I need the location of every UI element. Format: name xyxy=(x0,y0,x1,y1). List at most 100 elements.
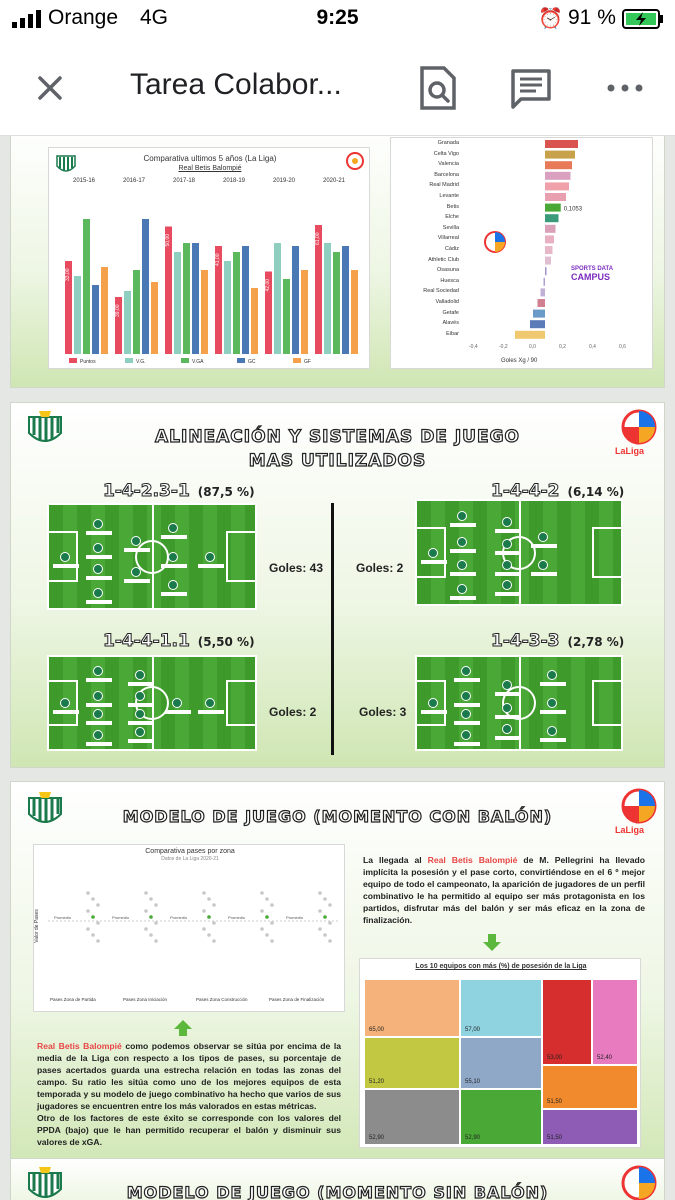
treemap-cell: 52,40 xyxy=(592,979,638,1065)
xg-bar xyxy=(533,309,545,318)
carrier-label: Orange xyxy=(48,6,119,29)
more-options-icon[interactable] xyxy=(605,76,645,100)
bar xyxy=(174,252,181,354)
bar-data-label: 33,00 xyxy=(65,268,71,281)
pitch-formation-4 xyxy=(415,655,623,751)
legend-item: GF xyxy=(293,358,311,365)
legend-item: V.GA xyxy=(181,358,204,365)
scatter-point xyxy=(86,927,90,931)
comment-icon[interactable] xyxy=(510,68,552,110)
bar-chart-legend: Puntos V.G. V.GA GC GF xyxy=(69,358,369,368)
scatter-point xyxy=(328,939,332,943)
bar-data-label: 61,00 xyxy=(315,232,321,245)
bar-data-label: 50,00 xyxy=(165,234,171,247)
document-viewer[interactable]: Comparativa ultimos 5 años (La Liga) Rea… xyxy=(0,136,675,1200)
formation-label: 1-4-3-3 (2,78 %) xyxy=(490,631,624,652)
scatter-point xyxy=(328,903,332,907)
bar xyxy=(83,219,90,354)
laliga-logo-icon xyxy=(621,1165,657,1200)
bar xyxy=(251,288,258,354)
scatter-point xyxy=(91,933,95,937)
bar xyxy=(201,270,208,354)
scatter-point xyxy=(265,915,269,919)
xg-tick: 0,6 xyxy=(619,344,626,350)
bar xyxy=(224,261,231,354)
xg-bar xyxy=(537,299,545,307)
treemap-cell: 57,00 xyxy=(460,979,542,1037)
goles-label: Goles: 2 xyxy=(356,561,404,575)
scatter-axis-label: Valor de Pases xyxy=(33,909,40,943)
xg-bar xyxy=(545,150,575,159)
possession-treemap-panel: Los 10 equipos con más (%) de posesión d… xyxy=(359,958,641,1148)
close-icon[interactable] xyxy=(30,68,70,108)
scatter-point xyxy=(154,939,158,943)
scatter-point xyxy=(323,897,327,901)
team-label: Athletic Club xyxy=(428,256,459,263)
scatter-point xyxy=(212,903,216,907)
scatter-x-label: Pases Zona de Partida xyxy=(50,997,96,1002)
team-label: Real Madrid xyxy=(429,182,459,189)
scatter-point xyxy=(212,921,216,925)
laliga-logo-icon xyxy=(484,231,506,253)
find-in-page-icon[interactable] xyxy=(418,66,458,110)
scatter-point xyxy=(144,909,148,913)
scatter-subtitle: Datos de La Liga 2020-21 xyxy=(161,856,219,862)
paragraph-right: La llegada al Real Betis Balompié de M. … xyxy=(363,854,645,926)
xg-bar xyxy=(545,171,571,180)
team-label: Eibar xyxy=(446,330,459,337)
xg-bar xyxy=(545,140,578,148)
paragraph-left: Real Betis Balompié como podemos observa… xyxy=(37,1040,341,1148)
team-label: Granada xyxy=(437,140,459,146)
signal-icon xyxy=(12,10,41,28)
team-label: Elche xyxy=(445,214,459,221)
team-label: Getafe xyxy=(442,309,459,316)
scatter-point xyxy=(318,927,322,931)
bar xyxy=(215,246,222,354)
battery-percent: 91 % xyxy=(568,6,616,29)
goles-label: Goles: 3 xyxy=(359,705,407,719)
highlight-text: Real Betis Balompié xyxy=(427,855,518,865)
scatter-point xyxy=(270,903,274,907)
scatter-point xyxy=(323,933,327,937)
bar xyxy=(151,282,158,354)
season-label: 2017-18 xyxy=(173,178,196,184)
scatter-x-label: Pases Zona Iniciación xyxy=(123,997,168,1002)
xg-bar xyxy=(545,161,572,170)
xg-tick: -0,2 xyxy=(499,344,508,350)
formation-name: 1-4-4-2 xyxy=(490,481,560,502)
formation-name: 1-4-4-1.1 xyxy=(103,631,191,652)
bar-chart-subtitle: Real Betis Balompié xyxy=(178,165,242,172)
xg-chart-panel: Granada Celta Vigo Valencia Barcelona Real M… xyxy=(390,137,653,369)
scatter-point xyxy=(86,891,90,895)
xg-bar xyxy=(545,182,569,191)
bar xyxy=(115,297,122,354)
bar xyxy=(142,219,149,354)
scatter-point xyxy=(260,927,264,931)
formation-name: 1-4-2.3-1 xyxy=(103,481,191,502)
bar xyxy=(101,267,108,354)
slide-title-line2: MAS UTILIZADOS xyxy=(248,450,427,471)
document-title: Tarea Colabor... xyxy=(130,68,342,101)
bar xyxy=(283,279,290,354)
scatter-point xyxy=(207,933,211,937)
xg-bar xyxy=(545,256,551,265)
clock: 9:25 xyxy=(316,6,359,29)
average-marker-label: Promedio xyxy=(286,915,304,920)
scatter-point xyxy=(265,933,269,937)
bar xyxy=(292,246,299,354)
betis-crest-icon xyxy=(28,411,62,442)
legend-item: Puntos xyxy=(69,358,96,365)
scatter-point xyxy=(207,915,211,919)
bar xyxy=(265,271,272,354)
goles-label: Goles: 43 xyxy=(269,561,324,575)
bar xyxy=(274,243,281,354)
scatter-point xyxy=(91,915,95,919)
scatter-point xyxy=(270,921,274,925)
xg-bar-plot: 0,1053 xyxy=(515,140,583,339)
bar-data-label: 41,00 xyxy=(215,253,221,266)
xg-data-label: 0,1053 xyxy=(564,207,583,213)
arrow-up-icon xyxy=(174,1020,192,1036)
treemap-cell: 55,10 xyxy=(460,1037,542,1089)
slide-comparativa: Comparativa ultimos 5 años (La Liga) Rea… xyxy=(10,136,665,388)
scatter-point xyxy=(207,897,211,901)
